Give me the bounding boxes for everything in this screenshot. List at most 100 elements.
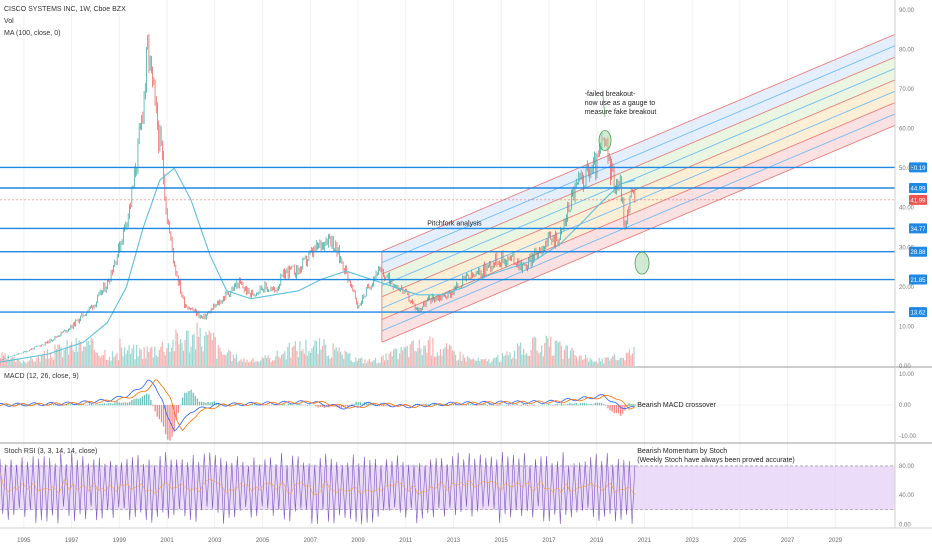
volume-bar	[102, 354, 104, 366]
volume-bar	[522, 348, 525, 366]
price-tick-label: 70.00	[899, 87, 915, 93]
macd-legend[interactable]: MACD (12, 26, close, 9)	[4, 373, 79, 380]
macd-histogram-bar	[120, 402, 122, 406]
ma-legend[interactable]: MA (100, close, 0)	[4, 30, 61, 37]
time-tick-label: 2023	[685, 538, 699, 544]
volume-bar	[370, 361, 372, 366]
macd-histogram-bar	[306, 405, 309, 406]
pitchfork-line[interactable]	[381, 45, 896, 264]
macd-histogram-bar	[31, 404, 34, 406]
pitchfork-line[interactable]	[381, 102, 896, 320]
pitchfork-line[interactable]	[381, 113, 896, 332]
volume-bar	[149, 348, 151, 366]
macd-histogram-bar	[122, 402, 125, 406]
volume-bar	[96, 353, 98, 366]
volume-bar	[80, 341, 82, 366]
level-badge[interactable]	[909, 274, 927, 285]
macd-histogram-bar	[61, 405, 63, 406]
macd-histogram-bar	[454, 403, 457, 406]
volume-bar	[432, 337, 434, 366]
volume-bar	[137, 356, 139, 366]
macd-histogram-bar	[361, 403, 364, 406]
volume-bar	[497, 354, 499, 366]
level-badge[interactable]	[909, 246, 927, 257]
macd-histogram-bar	[103, 403, 105, 406]
macd-histogram-bar	[135, 398, 137, 406]
pitchfork-line[interactable]	[381, 33, 896, 252]
volume-bar	[27, 361, 29, 366]
volume-bar	[246, 359, 248, 366]
volume-bar	[131, 348, 133, 366]
price-pane[interactable]	[0, 0, 896, 528]
signal-line[interactable]	[0, 379, 636, 432]
volume-bar	[402, 350, 404, 366]
volume-bar	[22, 360, 24, 366]
stoch-k-line[interactable]	[0, 451, 636, 525]
macd-histogram-bar	[90, 403, 93, 406]
price-tick-label: 30.00	[899, 245, 915, 251]
volume-bar	[154, 346, 156, 366]
level-badge[interactable]	[909, 182, 927, 193]
stoch-d-line[interactable]	[0, 473, 636, 495]
volume-bar	[498, 362, 501, 366]
volume-bar	[81, 351, 83, 366]
macd-histogram-bar	[484, 404, 486, 406]
macd-histogram-bar	[461, 405, 463, 406]
level-badge[interactable]	[909, 307, 927, 318]
volume-bar	[43, 350, 46, 366]
volume-bar	[273, 360, 275, 366]
macd-histogram-bar	[598, 402, 601, 406]
volume-bar	[181, 343, 183, 366]
volume-bar	[114, 355, 117, 366]
volume-bar	[612, 356, 614, 366]
macd-line[interactable]	[0, 379, 635, 432]
macd-histogram-bar	[416, 404, 419, 406]
level-badge[interactable]	[909, 162, 927, 173]
macd-histogram-bar	[107, 403, 110, 406]
last-price-badge[interactable]	[909, 194, 927, 205]
volume-bar	[57, 344, 59, 366]
volume-bar	[445, 343, 448, 366]
failed-breakout-note: -failed breakout-	[585, 91, 636, 98]
pitchfork-line[interactable]	[381, 56, 896, 275]
price-scale[interactable]: 50.19 44.99 34.77 28.88 21.85 13.62 41.99 90.00…	[0, 0, 932, 529]
pitchfork-line[interactable]	[381, 124, 896, 343]
volume-bar	[554, 340, 556, 366]
volume-bar	[444, 347, 446, 366]
stoch-legend[interactable]: Stoch RSI (3, 3, 14, 14, close)	[4, 448, 98, 455]
volume-bar	[225, 355, 227, 366]
last-price-label: 41.99	[910, 198, 926, 204]
volume-legend[interactable]: Vol	[4, 18, 14, 25]
level-badge[interactable]	[909, 223, 927, 234]
time-scale[interactable]: 1995 1997 1999 2001 2003 2005 2007 2009 2011 2013…	[17, 538, 842, 544]
volume-bar	[448, 344, 451, 366]
stoch-rsi-pane[interactable]	[0, 451, 895, 525]
volume-bar	[10, 357, 12, 366]
macd-histogram-bar	[512, 403, 514, 406]
macd-histogram-bar	[213, 401, 216, 406]
macd-histogram-bar	[605, 405, 607, 406]
volume-bar	[471, 359, 473, 366]
macd-histogram-bar	[440, 404, 442, 406]
symbol-title[interactable]: CISCO SYSTEMS INC, 1W, Cboe BZX	[4, 6, 126, 13]
pitchfork-line[interactable]	[381, 90, 896, 309]
volume-bar	[266, 357, 268, 366]
volume-bar	[240, 359, 242, 366]
time-tick-label: 1997	[65, 538, 79, 544]
volume-bar	[46, 349, 49, 366]
macd-pane[interactable]	[0, 379, 895, 441]
volume-bar	[334, 349, 336, 366]
macd-histogram-bar	[380, 405, 383, 406]
volume-bar	[238, 360, 241, 366]
macd-histogram-bar	[222, 404, 224, 406]
macd-histogram-bar	[552, 405, 554, 406]
volume-bar	[467, 356, 469, 366]
pitchfork-line[interactable]	[381, 68, 896, 286]
volume-bar	[361, 357, 363, 366]
target-marker	[634, 251, 650, 275]
macd-histogram-bar	[471, 404, 474, 406]
volume-bar	[421, 355, 423, 366]
macd-histogram-bar	[181, 397, 184, 406]
macd-histogram-bar	[626, 405, 628, 407]
